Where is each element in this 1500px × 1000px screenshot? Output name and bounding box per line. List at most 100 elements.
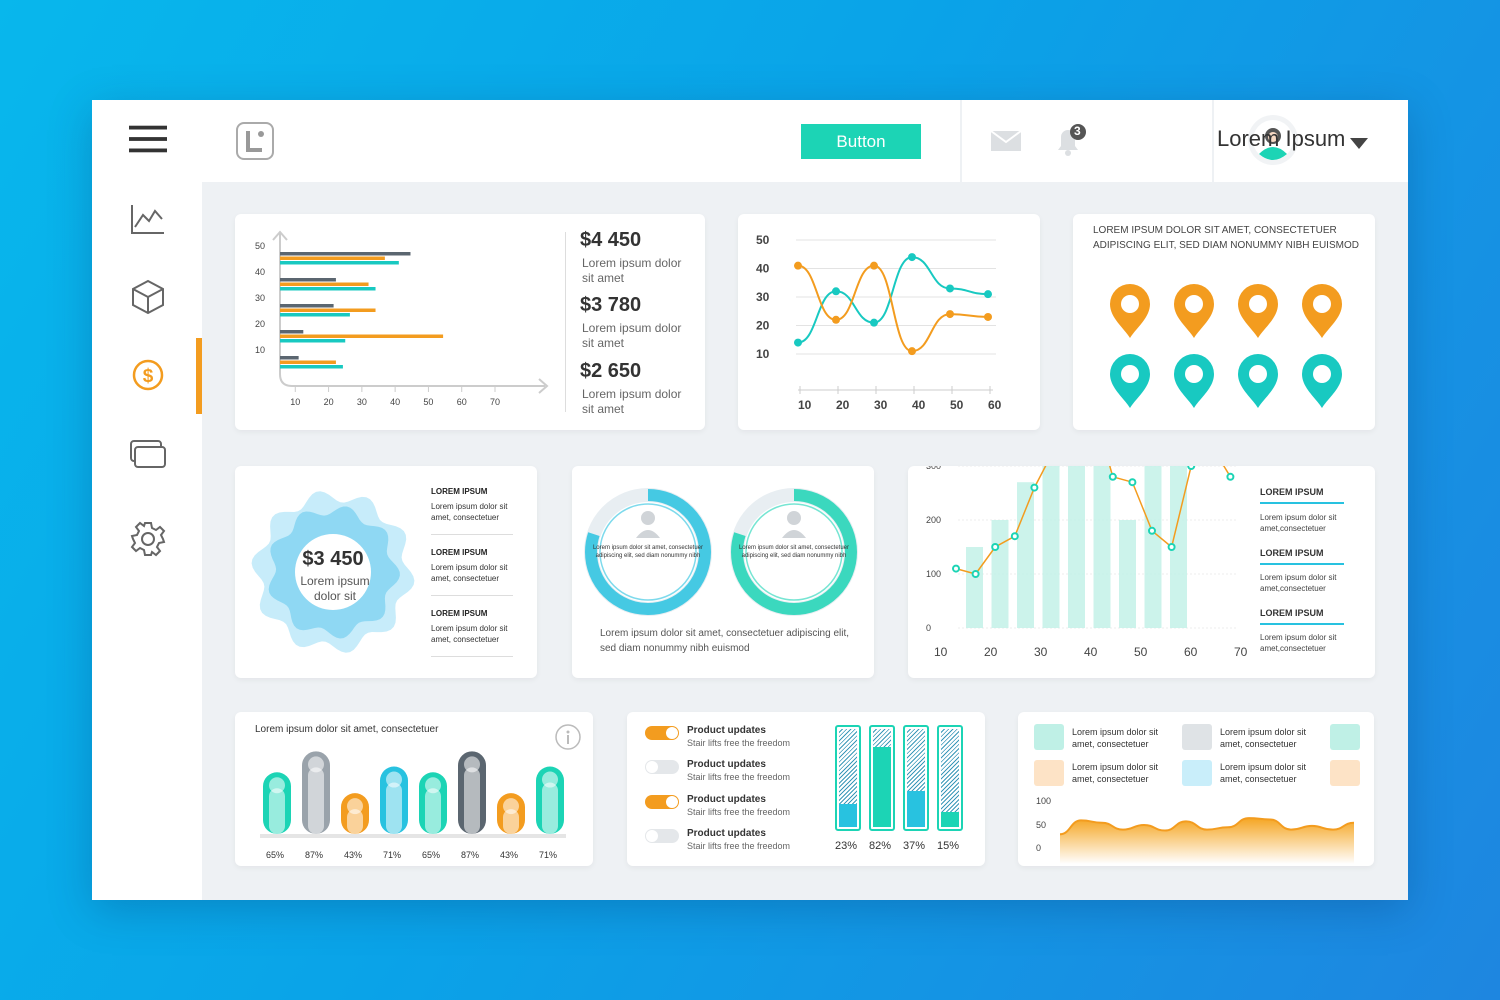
toggle-title: Product updates (687, 794, 766, 805)
toggle-subtitle: Stair lifts free the freedom (687, 738, 791, 748)
donut-text: Lorem ipsum dolor sit amet, consectetuer… (592, 545, 704, 559)
combo-chart: 500400300200100010203040506070 (926, 353, 1248, 659)
stat-desc: Lorem ipsum dolor sit amet (582, 256, 682, 285)
legend-text: Lorem ipsum dolor sit amet, consectetuer (431, 563, 508, 583)
gear-icon[interactable] (129, 520, 167, 558)
area-chart: 100 50 0 (1036, 796, 1355, 864)
pill-bar (419, 772, 447, 834)
y-tick-label: 10 (756, 347, 770, 361)
menu-icon[interactable] (129, 120, 167, 158)
windows-icon[interactable] (129, 436, 167, 474)
pill-label: 87% (305, 850, 323, 860)
axis-line (279, 232, 545, 387)
pill-label: 65% (422, 850, 440, 860)
bar (1119, 520, 1136, 628)
radial-value: $3 450 (302, 548, 364, 570)
user-icon-body (636, 530, 660, 538)
chevron-down-icon[interactable] (1350, 137, 1368, 155)
toggle-subtitle: Stair lifts free the freedom (687, 772, 791, 782)
pill-knob (503, 798, 519, 815)
x-tick-label: 40 (390, 397, 400, 407)
pill-bars-card: Lorem ipsum dolor sit amet, consectetuer… (235, 712, 593, 866)
avatar[interactable] (1247, 114, 1299, 171)
pill-knob (269, 777, 285, 794)
pill-label: 65% (266, 850, 284, 860)
axis-arrow (272, 230, 288, 241)
toggle-switch[interactable] (645, 760, 679, 774)
legend-divider (1260, 563, 1344, 565)
area-fill (1060, 818, 1354, 864)
legend-text: Lorem ipsum dolor sit amet,consectetuer (1260, 573, 1337, 593)
pin-hole (1249, 365, 1267, 383)
toggle-switch[interactable] (645, 726, 679, 740)
bar (1170, 466, 1187, 628)
area-chart-card: Lorem ipsum dolor sit amet, consectetuer… (1018, 712, 1374, 866)
toggle-knob (666, 727, 678, 739)
pill-inner (464, 767, 480, 834)
primary-button[interactable]: Button (801, 124, 921, 159)
bar (1144, 466, 1162, 628)
y-tick-label: 300 (926, 466, 941, 471)
bar (1093, 466, 1111, 628)
data-point (984, 312, 992, 321)
pin-hole (1121, 295, 1139, 313)
bar (280, 365, 343, 369)
y-tick-label: 50 (1036, 820, 1046, 830)
progress-fill (907, 790, 925, 827)
toggle-switch[interactable] (645, 829, 679, 843)
bar (280, 256, 385, 260)
x-tick-label: 30 (357, 397, 367, 407)
locations-card: LOREM IPSUM DOLOR SIT AMET, CONSECTETUER… (1073, 214, 1375, 430)
bar (966, 547, 983, 628)
legend-title: LOREM IPSUM (1260, 487, 1324, 497)
pill-inner (386, 782, 402, 834)
pins-grid (1110, 284, 1342, 408)
pill-bar (263, 772, 291, 834)
location-pin-icon (1238, 284, 1278, 338)
x-tick-label: 30 (874, 398, 888, 412)
location-pin-icon (1174, 354, 1214, 408)
legend-swatch (1182, 760, 1212, 786)
stat-value: $2 650 (580, 360, 642, 382)
pin-hole (1313, 295, 1331, 313)
mail-icon[interactable] (990, 130, 1022, 157)
legend-swatch (1034, 724, 1064, 750)
line-chart-card: 50 40 30 20 10 10 20 30 40 50 60 (738, 214, 1040, 430)
progress-bar (835, 725, 861, 831)
data-point (1226, 472, 1235, 481)
line-chart-icon[interactable] (129, 200, 167, 238)
info-icon[interactable] (555, 724, 581, 755)
user-name[interactable]: Lorem Ipsum (1217, 126, 1346, 151)
x-tick-label: 10 (798, 398, 812, 412)
data-point (908, 253, 916, 262)
toggle-switch[interactable] (645, 795, 679, 809)
revenue-card: 50 40 30 20 10 10 20 30 40 50 60 70 $4 450 Lorem ip… (235, 214, 705, 430)
x-tick-label: 10 (934, 645, 948, 659)
data-point (870, 318, 878, 327)
data-point (908, 347, 916, 356)
pin-hole (1249, 295, 1267, 313)
baseline (260, 834, 566, 838)
data-point (971, 570, 980, 578)
bar (280, 287, 376, 291)
pill-bar-chart: 65% 87% 43% 71% 65% 87% 43% 71% (260, 751, 566, 860)
y-tick-label: 20 (756, 319, 770, 333)
pill-label: 87% (461, 850, 479, 860)
toggle-subtitle: Stair lifts free the freedom (687, 807, 791, 817)
progress-bar (869, 725, 895, 831)
stat-desc: Lorem ipsum dolor sit amet (582, 321, 682, 350)
legend-text: Lorem ipsum dolor sit amet, consectetuer (1072, 762, 1159, 784)
x-tick-label: 20 (836, 398, 850, 412)
legend-title: LOREM IPSUM (431, 487, 488, 496)
toggle-knob (666, 796, 678, 808)
cube-icon[interactable] (129, 278, 167, 316)
topbar: Button 3 Lorem Ipsum (202, 100, 1408, 182)
pill-bar (341, 793, 369, 834)
x-tick-label: 40 (912, 398, 926, 412)
data-point (946, 310, 954, 319)
legend-swatch (1034, 760, 1064, 786)
pill-inner (503, 809, 519, 834)
bell-icon[interactable]: 3 (1052, 122, 1092, 163)
dollar-icon[interactable]: $ (129, 356, 167, 394)
location-pin-icon (1174, 284, 1214, 338)
